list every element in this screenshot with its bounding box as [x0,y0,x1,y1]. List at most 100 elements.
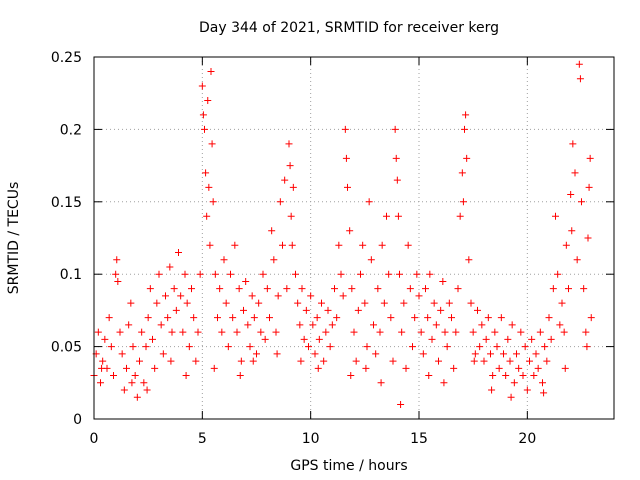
x-axis-label: GPS time / hours [290,458,407,474]
x-tick-label: 20 [518,431,536,447]
data-point [188,285,195,293]
data-point [406,285,414,293]
data-point [374,285,382,293]
data-point [333,314,341,322]
data-point [236,372,244,380]
data-point [419,350,427,358]
x-tick-label: 5 [198,431,207,447]
data-point [489,372,497,380]
data-point [463,154,471,162]
data-point [517,328,525,336]
data-point [539,379,546,387]
data-point [328,321,336,329]
data-point [315,335,323,343]
data-point [136,357,143,365]
data-point [582,328,590,336]
data-point [266,314,273,322]
data-point [113,256,121,264]
data-point [286,162,294,170]
data-point [192,357,200,365]
data-point [255,299,263,307]
data-point [98,364,106,372]
data-point [149,335,156,343]
data-point [370,321,377,329]
data-point [240,306,247,314]
data-point [168,328,176,336]
data-point [208,140,216,148]
data-point [440,379,448,387]
data-point [107,343,115,351]
data-point [480,357,488,365]
data-point [144,314,152,322]
data-point [560,328,568,336]
data-point [547,335,555,343]
data-point [424,314,432,322]
data-point [196,270,204,278]
data-point [543,357,551,365]
data-point [172,306,180,314]
data-point [143,386,151,394]
data-point [263,285,271,293]
data-point [469,328,477,336]
data-point [207,67,215,75]
data-point [411,314,419,322]
x-tick-label: 15 [410,431,428,447]
data-point [344,183,351,191]
data-point [528,335,536,343]
data-point [430,299,438,307]
data-point [400,299,408,307]
data-point [482,335,490,343]
data-point [508,321,516,329]
y-tick-label: 0.15 [51,195,82,211]
chart-title: Day 344 of 2021, SRMTID for receiver ker… [199,20,499,36]
data-point [507,393,515,401]
data-point [210,364,218,372]
data-point [462,111,470,119]
plot-frame [93,56,615,420]
x-tick-labels: 0 5 10 15 20 [90,431,537,447]
data-point [273,350,281,358]
data-point [397,401,405,409]
data-point [554,270,562,278]
data-point [575,60,583,68]
data-point [242,277,250,285]
data-point [578,198,585,206]
data-point [348,285,356,293]
data-point [222,299,230,307]
data-point [146,285,154,293]
data-point [458,169,466,177]
data-point [179,328,187,336]
data-point [428,335,436,343]
data-point [190,314,198,322]
data-point [131,372,139,380]
data-point [377,379,385,387]
data-point [205,183,213,191]
data-point [497,314,505,322]
data-point [261,335,269,343]
data-point [445,299,453,307]
data-point [580,285,588,293]
data-point [506,357,514,365]
data-point [470,357,478,365]
data-point [270,256,278,264]
data-point [274,292,282,300]
data-point [350,328,358,336]
data-point [288,241,296,249]
data-point [394,212,402,220]
data-point [417,328,425,336]
data-point [415,292,423,300]
data-point [133,393,141,401]
data-point [545,314,553,322]
data-point [209,198,217,206]
data-point [450,364,458,372]
data-point [157,321,165,329]
data-point [396,270,403,278]
data-point [112,270,120,278]
y-tick-label: 0.1 [60,267,82,283]
data-point [425,372,433,380]
data-point [583,343,591,351]
data-point [170,285,178,293]
data-point [162,292,169,300]
data-point [448,314,455,322]
